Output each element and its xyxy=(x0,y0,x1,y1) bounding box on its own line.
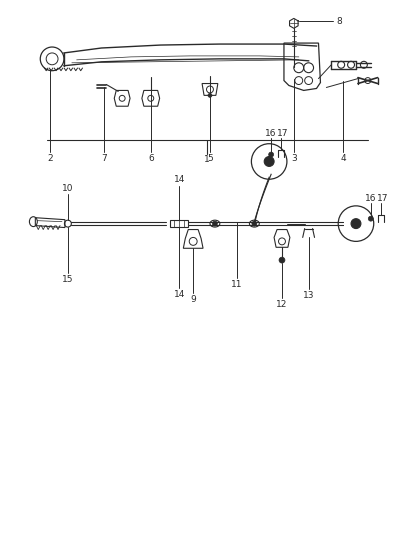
Text: 13: 13 xyxy=(302,291,313,300)
Circle shape xyxy=(263,157,273,166)
Circle shape xyxy=(368,216,373,221)
Text: 8: 8 xyxy=(335,17,341,26)
Circle shape xyxy=(212,221,217,226)
Circle shape xyxy=(268,152,273,157)
Text: 4: 4 xyxy=(339,154,345,163)
Text: 9: 9 xyxy=(190,295,196,304)
Text: 10: 10 xyxy=(62,183,74,193)
Text: 12: 12 xyxy=(275,300,287,309)
Bar xyxy=(170,220,188,227)
Text: 7: 7 xyxy=(101,154,107,163)
Text: 17: 17 xyxy=(277,129,288,138)
Text: 5: 5 xyxy=(206,154,212,163)
Circle shape xyxy=(350,218,360,229)
Text: 11: 11 xyxy=(230,280,242,289)
Text: 15: 15 xyxy=(62,275,74,285)
Circle shape xyxy=(278,257,284,263)
Text: 14: 14 xyxy=(173,175,185,183)
Circle shape xyxy=(207,94,211,97)
Text: 6: 6 xyxy=(147,154,153,163)
Text: 14: 14 xyxy=(173,290,185,299)
Text: 16: 16 xyxy=(265,129,276,138)
Circle shape xyxy=(251,221,256,226)
Text: 17: 17 xyxy=(376,194,387,203)
Ellipse shape xyxy=(249,220,259,227)
Text: 2: 2 xyxy=(47,154,53,163)
Text: 3: 3 xyxy=(290,154,296,163)
Text: 1: 1 xyxy=(204,155,209,164)
Text: 16: 16 xyxy=(364,194,375,203)
Ellipse shape xyxy=(209,220,219,227)
